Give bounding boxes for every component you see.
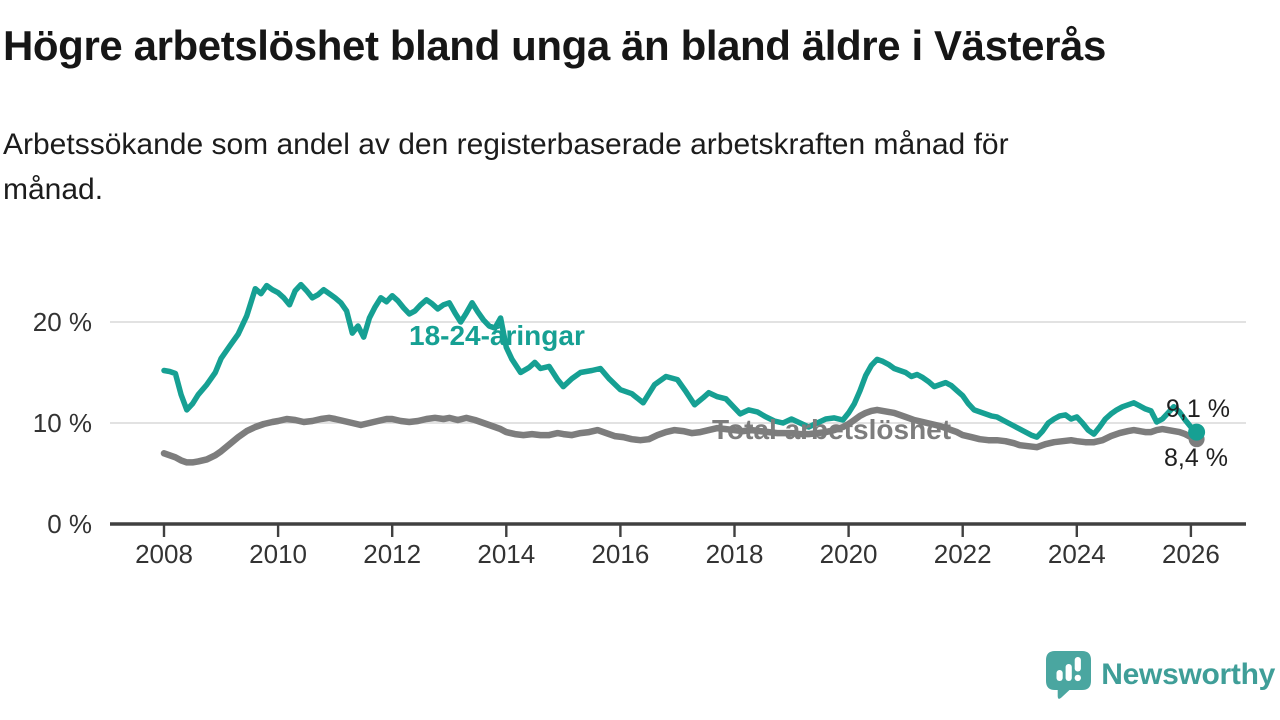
newsworthy-logo-icon: [1045, 650, 1092, 700]
x-tick-label: 2020: [820, 539, 878, 569]
x-tick-label: 2016: [591, 539, 649, 569]
x-tick-label: 2026: [1162, 539, 1220, 569]
chart-subtitle: Arbetssökande som andel av den registerb…: [3, 122, 1009, 212]
newsworthy-logo: Newsworthy: [1045, 650, 1275, 700]
x-tick-label: 2022: [934, 539, 992, 569]
series-label-young: 18-24-åringar: [409, 320, 585, 351]
x-tick-label: 2014: [477, 539, 535, 569]
page-title: Högre arbetslöshet bland unga än bland ä…: [3, 22, 1106, 69]
x-tick-label: 2012: [363, 539, 421, 569]
y-tick-label: 20 %: [33, 307, 92, 337]
y-tick-label: 10 %: [33, 408, 92, 438]
x-tick-label: 2024: [1048, 539, 1106, 569]
y-tick-label: 0 %: [47, 509, 92, 539]
x-tick-label: 2010: [249, 539, 307, 569]
subtitle-line-2: månad.: [3, 173, 104, 206]
x-tick-label: 2018: [706, 539, 764, 569]
end-value-label-total: 8,4 %: [1164, 444, 1228, 472]
x-tick-label: 2008: [135, 539, 193, 569]
series-line-young: [161, 281, 1200, 440]
series-line-total: [160, 406, 1200, 466]
end-value-label-young: 9,1 %: [1166, 395, 1230, 423]
series-label-total: Total arbetslöshet: [712, 414, 952, 445]
newsworthy-logo-text: Newsworthy: [1101, 658, 1275, 691]
series-end-dot-young: [1188, 423, 1206, 441]
subtitle-line-1: Arbetssökande som andel av den registerb…: [3, 128, 1009, 161]
